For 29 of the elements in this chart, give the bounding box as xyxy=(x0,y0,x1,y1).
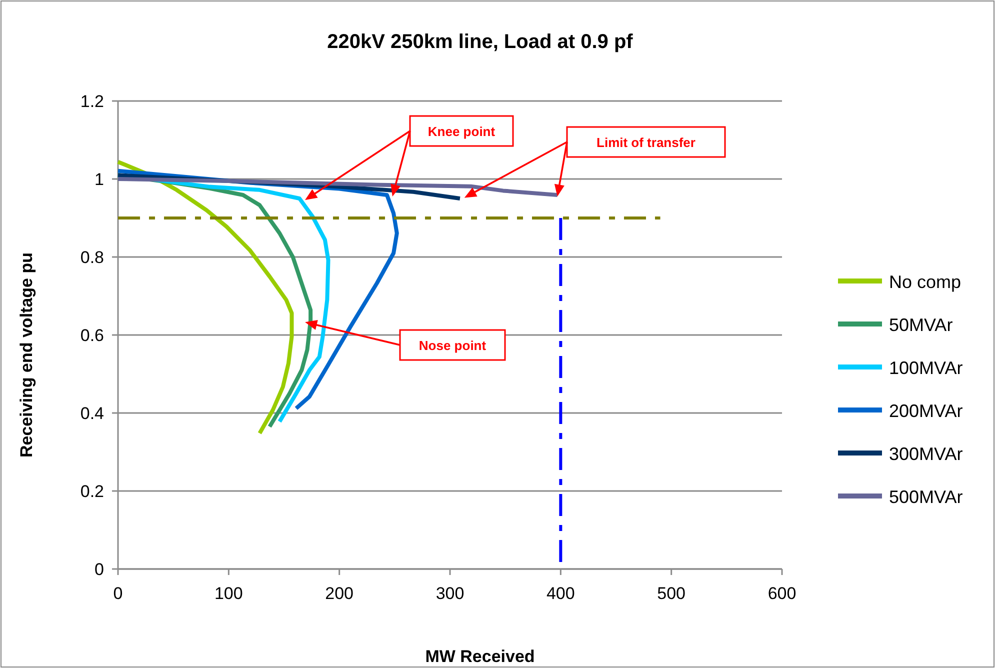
y-tick-label: 0.8 xyxy=(80,248,104,267)
y-axis-title: Receiving end voltage pu xyxy=(17,252,36,458)
legend-label: 50MVAr xyxy=(889,315,953,335)
annotation: Limit of transfer xyxy=(596,135,696,150)
x-tick-label: 200 xyxy=(325,584,354,603)
y-tick-label: 0.4 xyxy=(80,404,104,423)
callout: Knee point xyxy=(305,115,514,200)
legend-label: 100MVAr xyxy=(889,358,963,378)
callout: Nose point xyxy=(305,320,506,361)
x-tick-label: 0 xyxy=(113,584,123,603)
legend-label: 200MVAr xyxy=(889,401,963,421)
y-tick-label: 1.2 xyxy=(80,92,104,111)
annotation: Knee point xyxy=(428,124,496,139)
line-series xyxy=(116,160,294,436)
x-tick-label: 500 xyxy=(657,584,686,603)
y-tick-label: 0 xyxy=(94,560,104,579)
annotation: Nose point xyxy=(418,338,487,353)
y-tick-label: 0.6 xyxy=(80,326,104,345)
x-tick-label: 300 xyxy=(436,584,464,603)
x-tick-label: 400 xyxy=(546,584,575,603)
legend-label: 300MVAr xyxy=(889,444,963,464)
x-tick-label: 600 xyxy=(768,584,796,603)
legend-label: No comp xyxy=(889,272,962,292)
x-tick-label: 100 xyxy=(214,584,243,603)
x-axis-title: MW Received xyxy=(425,647,535,666)
legend-label: 500MVAr xyxy=(889,487,963,507)
chart-title: 220kV 250km line, Load at 0.9 pf xyxy=(327,31,634,53)
y-tick-label: 1 xyxy=(94,170,104,189)
y-tick-label: 0.2 xyxy=(80,482,104,501)
